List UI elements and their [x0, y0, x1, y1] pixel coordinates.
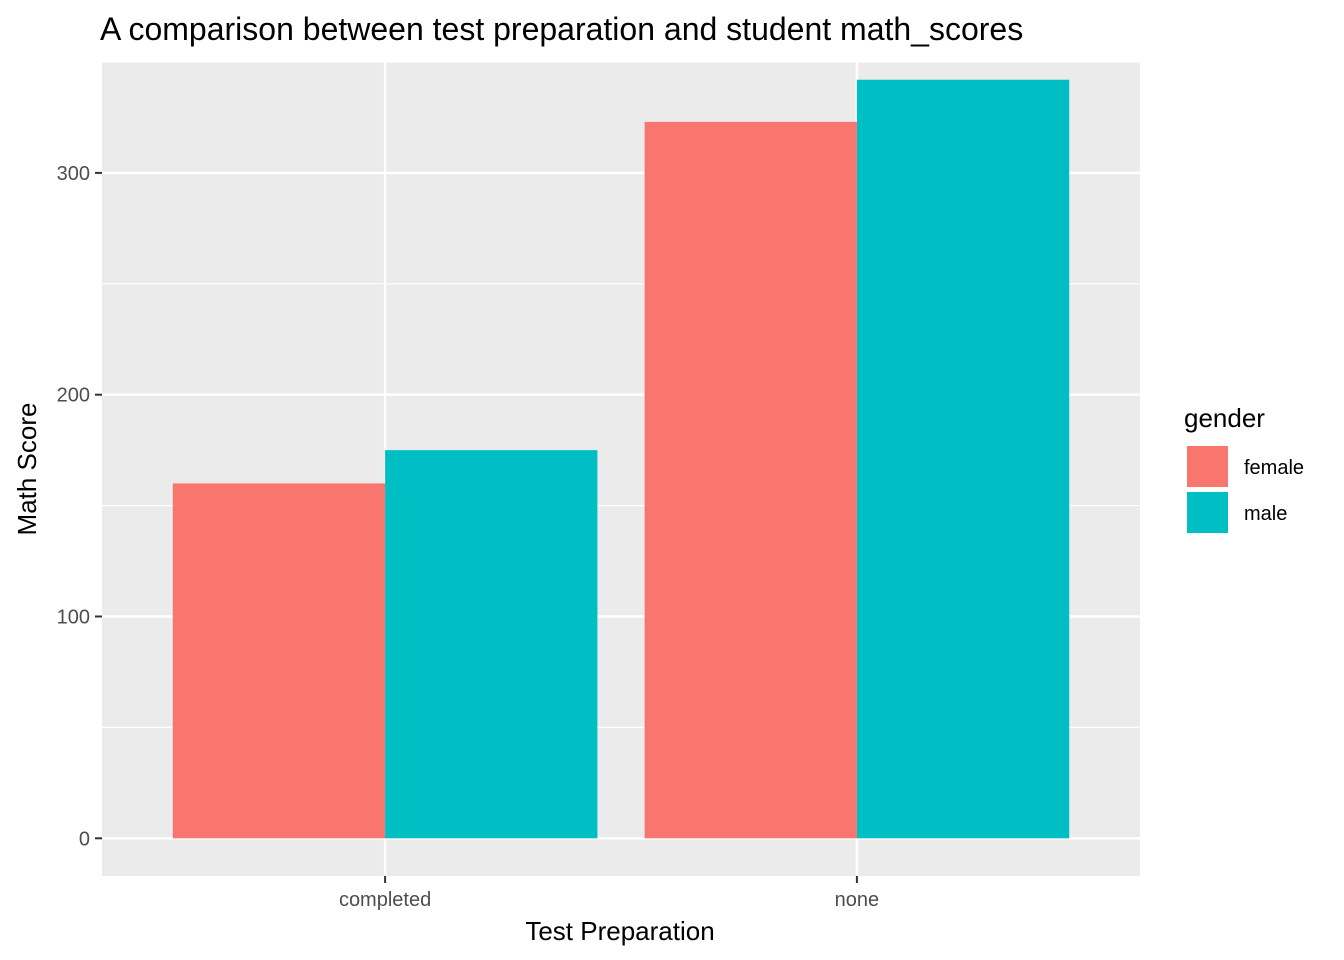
legend-items: female male: [1185, 444, 1304, 535]
y-axis-title: Math Score: [12, 403, 42, 536]
legend-key-male: [1185, 490, 1230, 535]
y-tick-label: 200: [57, 385, 90, 407]
bar-male-completed: [385, 450, 598, 839]
y-tick-label: 100: [57, 606, 90, 628]
bar-male-none: [856, 79, 1070, 839]
bars: [172, 79, 1070, 839]
legend-label-male: male: [1244, 503, 1287, 525]
legend: gender female male: [1184, 403, 1304, 535]
y-axis: 0 100 200 300: [57, 163, 102, 850]
legend-title: gender: [1184, 403, 1265, 433]
x-tick-label: none: [835, 889, 880, 911]
x-tick-label: completed: [339, 889, 431, 911]
bar-female-completed: [172, 483, 386, 839]
x-axis: completed none: [339, 876, 879, 911]
bar-female-none: [644, 121, 857, 839]
y-tick-label: 0: [79, 828, 90, 850]
legend-label-female: female: [1244, 457, 1304, 479]
y-tick-label: 300: [57, 163, 90, 185]
chart-title: A comparison between test preparation an…: [100, 11, 1023, 47]
legend-key-female: [1185, 444, 1230, 489]
x-axis-title: Test Preparation: [525, 916, 714, 946]
